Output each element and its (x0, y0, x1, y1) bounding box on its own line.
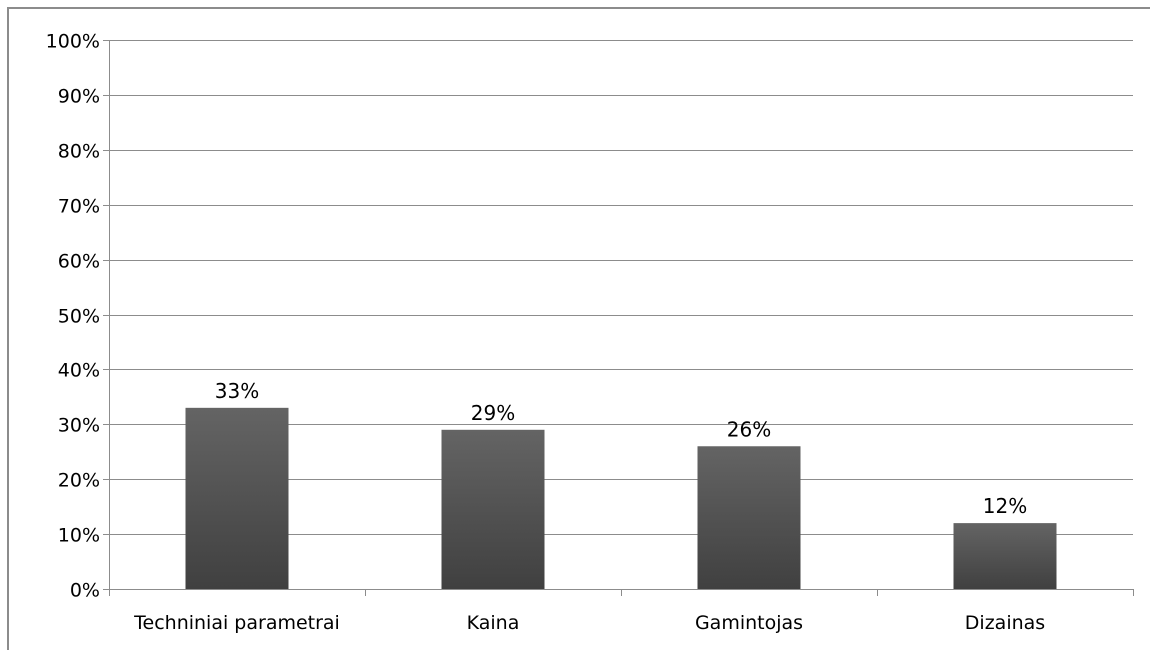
bar (441, 429, 545, 589)
y-tick-label: 0% (70, 580, 100, 602)
data-label: 12% (983, 494, 1027, 518)
bar (697, 446, 801, 589)
bar (185, 407, 289, 589)
category-label: Dizainas (965, 612, 1045, 634)
category-label: Techniniai parametrai (133, 612, 340, 634)
y-tick-label: 20% (58, 470, 100, 492)
axes (103, 40, 1134, 596)
y-tick-label: 50% (58, 306, 100, 328)
category-label: Gamintojas (695, 612, 803, 634)
y-tick-label: 70% (58, 196, 100, 218)
y-tick-label: 90% (58, 86, 100, 108)
y-tick-label: 40% (58, 360, 100, 382)
y-tick-label: 60% (58, 251, 100, 273)
data-label: 33% (215, 379, 259, 403)
labels: 0% 10% 20% 30% 40% 50% 60% 70% 80% 90% 100% 33% Tech… (46, 31, 1046, 635)
category-label: Kaina (467, 612, 520, 634)
bar (953, 523, 1057, 589)
y-tick-label: 80% (58, 141, 100, 163)
y-tick-label: 30% (58, 415, 100, 437)
data-label: 26% (727, 417, 771, 441)
data-label: 29% (471, 401, 515, 425)
y-tick-label: 10% (58, 525, 100, 547)
y-tick-label: 100% (46, 31, 100, 53)
bars (185, 407, 1057, 589)
